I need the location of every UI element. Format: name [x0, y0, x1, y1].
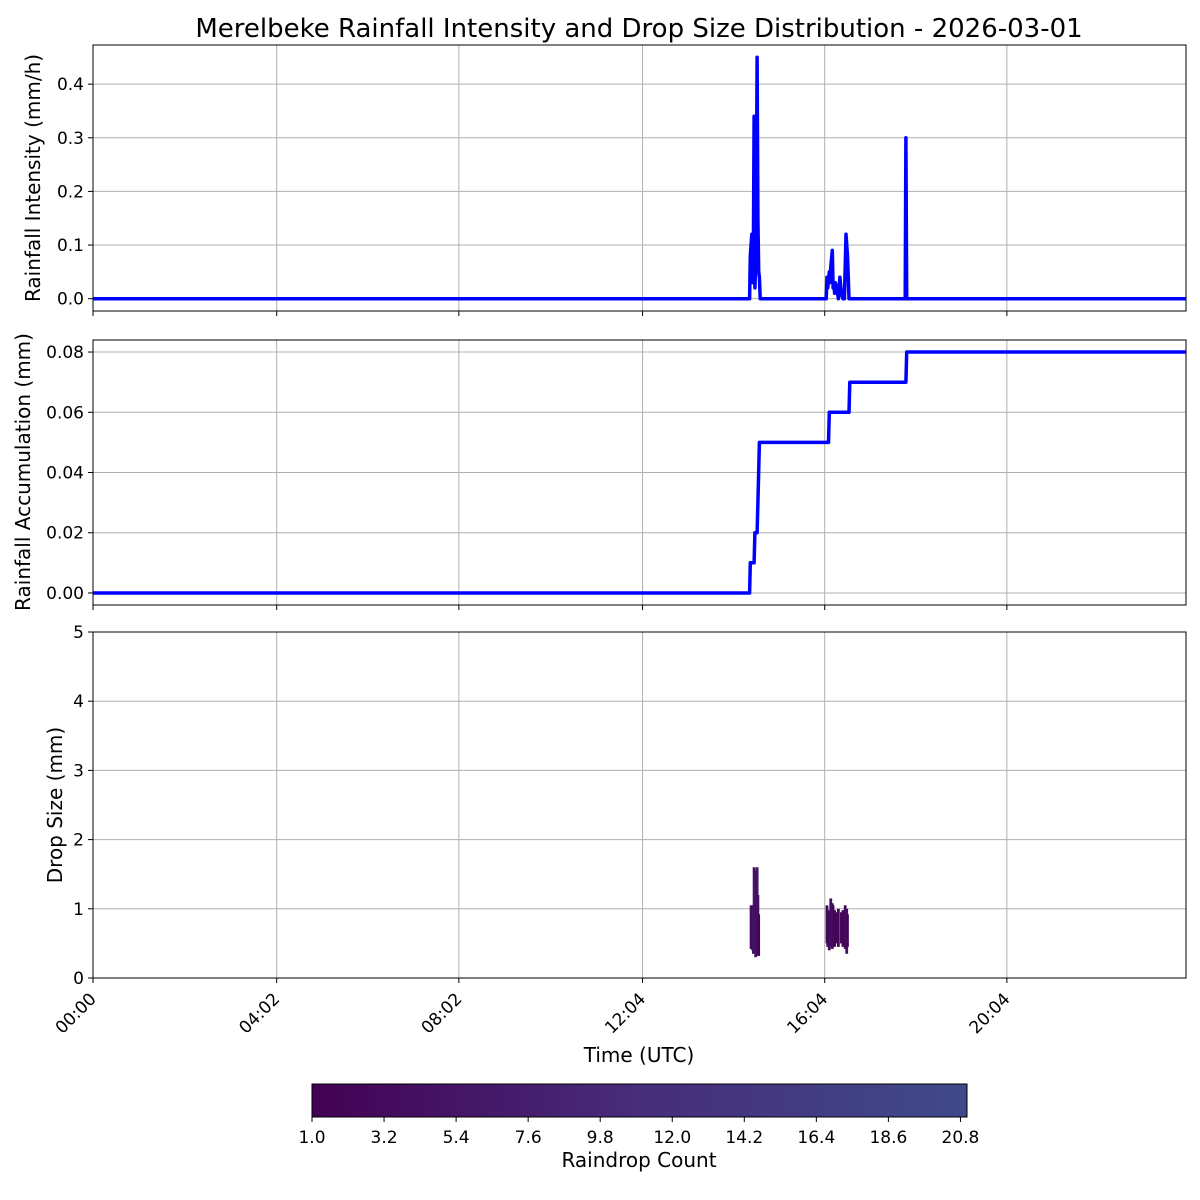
drop-size-cell	[757, 914, 761, 956]
colorbar-tick-label: 20.8	[942, 1128, 980, 1148]
y-tick-label: 0	[73, 969, 84, 989]
x-tick-label: 00:00	[52, 989, 101, 1038]
accumulation-axes-frame	[92, 339, 1187, 606]
y-tick-label: 1	[73, 900, 84, 920]
colorbar-label: Raindrop Count	[561, 1148, 716, 1172]
colorbar-tick-label: 16.4	[797, 1128, 835, 1148]
intensity-ylabel: Rainfall Intensity (mm/h)	[21, 54, 45, 302]
x-tick-label: 12:04	[601, 989, 650, 1038]
accumulation-panel: 0.00 0.02 0.04 0.06 0.08 Rainfall Accumulati…	[11, 333, 1187, 611]
y-tick-label: 2	[73, 831, 84, 851]
dropsize-axes-frame	[92, 631, 1187, 979]
drop-size-cell	[843, 905, 847, 949]
dropsize-ylabel: Drop Size (mm)	[43, 727, 67, 883]
accumulation-series-line	[93, 350, 1186, 595]
y-tick-label: 0.3	[57, 129, 84, 149]
y-tick-label: 3	[73, 761, 84, 781]
x-tick-label: 20:04	[966, 989, 1015, 1038]
intensity-panel: 0.0 0.1 0.2 0.3 0.4 Rainfall Intensity (mm/h…	[21, 44, 1187, 316]
colorbar-tick-label: 7.6	[515, 1128, 542, 1148]
drop-size-cell	[841, 910, 845, 947]
x-tick-label: 04:02	[235, 989, 284, 1038]
drop-size-cell	[829, 898, 833, 947]
colorbar-tick-label: 14.2	[725, 1128, 763, 1148]
y-tick-label: 0.00	[46, 584, 84, 604]
drop-size-cell	[834, 912, 838, 944]
y-tick-label: 0.02	[46, 524, 84, 544]
y-tick-label: 0.1	[57, 236, 84, 256]
colorbar-tick-label: 1.0	[298, 1128, 325, 1148]
y-tick-label: 0.0	[57, 290, 84, 310]
drop-size-cell	[833, 910, 836, 947]
intensity-series-line	[93, 55, 1186, 301]
colorbar: 1.0 3.2 5.4 7.6 9.8 12.0 14.2 16.4 18.6 20.8 Rain…	[298, 1083, 980, 1172]
y-tick-label: 0.06	[46, 403, 84, 423]
intensity-axes-frame	[92, 44, 1187, 312]
y-tick-label: 0.08	[46, 343, 84, 363]
colorbar-tick-label: 9.8	[587, 1128, 614, 1148]
colorbar-tick-label: 5.4	[443, 1128, 470, 1148]
dropsize-xlabel: Time (UTC)	[583, 1043, 695, 1067]
accumulation-ylabel: Rainfall Accumulation (mm)	[11, 333, 35, 611]
drop-size-cell	[840, 912, 843, 944]
x-tick-label: 16:04	[783, 989, 832, 1038]
y-tick-label: 0.2	[57, 182, 84, 202]
y-tick-label: 4	[73, 692, 84, 712]
colorbar-tick-label: 12.0	[653, 1128, 691, 1148]
drop-size-cell	[831, 905, 835, 944]
drop-size-cell	[826, 915, 830, 947]
drop-size-cell	[846, 914, 849, 947]
colorbar-gradient	[311, 1083, 968, 1118]
y-tick-label: 5	[73, 623, 84, 643]
y-tick-label: 0.4	[57, 75, 84, 95]
dropsize-panel: 0 1 2 3 4 5 00:00 04:02 08:02 12:04 16:04 20:04 Dr…	[43, 623, 1187, 1067]
colorbar-tick-label: 3.2	[371, 1128, 398, 1148]
x-tick-label: 08:02	[418, 989, 467, 1038]
chart-title: Merelbeke Rainfall Intensity and Drop Si…	[195, 14, 1082, 44]
colorbar-tick-label: 18.6	[869, 1128, 907, 1148]
y-tick-label: 0.04	[46, 464, 84, 484]
drop-size-cell	[836, 908, 840, 947]
